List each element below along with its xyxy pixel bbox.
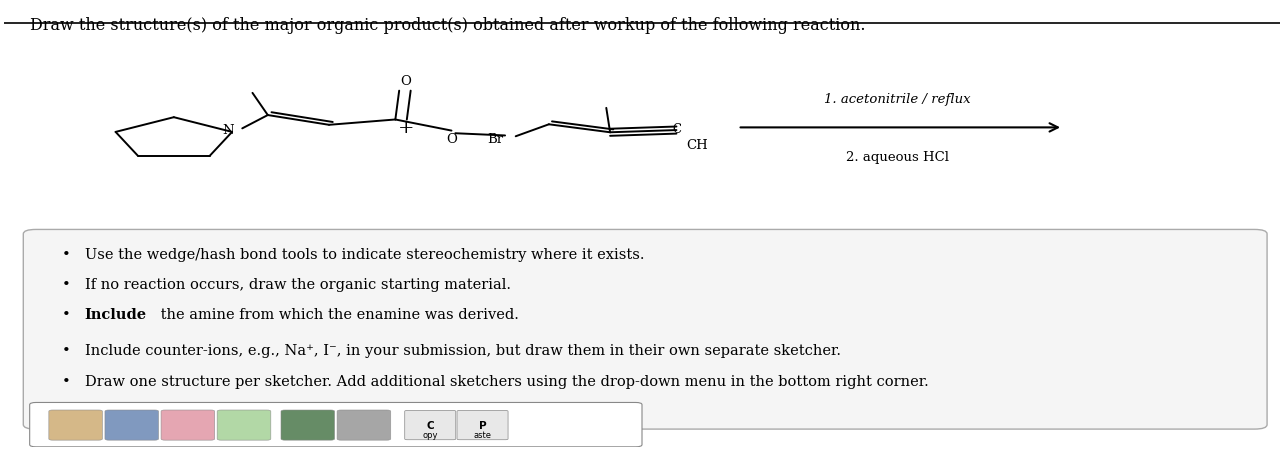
Text: opy: opy [422, 430, 438, 439]
Text: O: O [401, 75, 411, 88]
Text: +: + [398, 119, 415, 137]
Text: 1. acetonitrile / reflux: 1. acetonitrile / reflux [824, 93, 971, 106]
Text: Include: Include [85, 307, 146, 321]
Text: Include counter-ions, e.g., Na⁺, I⁻, in your submission, but draw them in their : Include counter-ions, e.g., Na⁺, I⁻, in … [85, 343, 841, 357]
FancyBboxPatch shape [49, 410, 103, 440]
Text: Use the wedge/hash bond tools to indicate stereochemistry where it exists.: Use the wedge/hash bond tools to indicat… [85, 247, 645, 261]
Text: P: P [479, 420, 487, 430]
Text: •: • [62, 277, 71, 291]
Text: If no reaction occurs, draw the organic starting material.: If no reaction occurs, draw the organic … [85, 277, 511, 291]
Text: •: • [62, 343, 71, 357]
Text: Draw the structure(s) of the major organic product(s) obtained after workup of t: Draw the structure(s) of the major organ… [30, 18, 865, 34]
Text: N: N [222, 124, 234, 137]
FancyBboxPatch shape [281, 410, 335, 440]
Text: CH: CH [687, 138, 709, 152]
FancyBboxPatch shape [30, 403, 642, 447]
Text: •: • [62, 374, 71, 388]
FancyBboxPatch shape [105, 410, 158, 440]
Text: •: • [62, 307, 71, 321]
Text: 2. aqueous HCl: 2. aqueous HCl [846, 150, 949, 163]
Text: •: • [62, 247, 71, 261]
Text: Draw one structure per sketcher. Add additional sketchers using the drop-down me: Draw one structure per sketcher. Add add… [85, 374, 928, 388]
Text: C: C [673, 123, 682, 136]
Text: O: O [446, 133, 457, 146]
FancyBboxPatch shape [404, 410, 456, 440]
Text: aste: aste [474, 430, 492, 439]
Text: Br: Br [487, 133, 503, 146]
FancyBboxPatch shape [160, 410, 214, 440]
FancyBboxPatch shape [457, 410, 508, 440]
Text: the amine from which the enamine was derived.: the amine from which the enamine was der… [155, 307, 519, 321]
FancyBboxPatch shape [217, 410, 271, 440]
Text: C: C [426, 420, 434, 430]
FancyBboxPatch shape [23, 230, 1267, 429]
FancyBboxPatch shape [338, 410, 390, 440]
